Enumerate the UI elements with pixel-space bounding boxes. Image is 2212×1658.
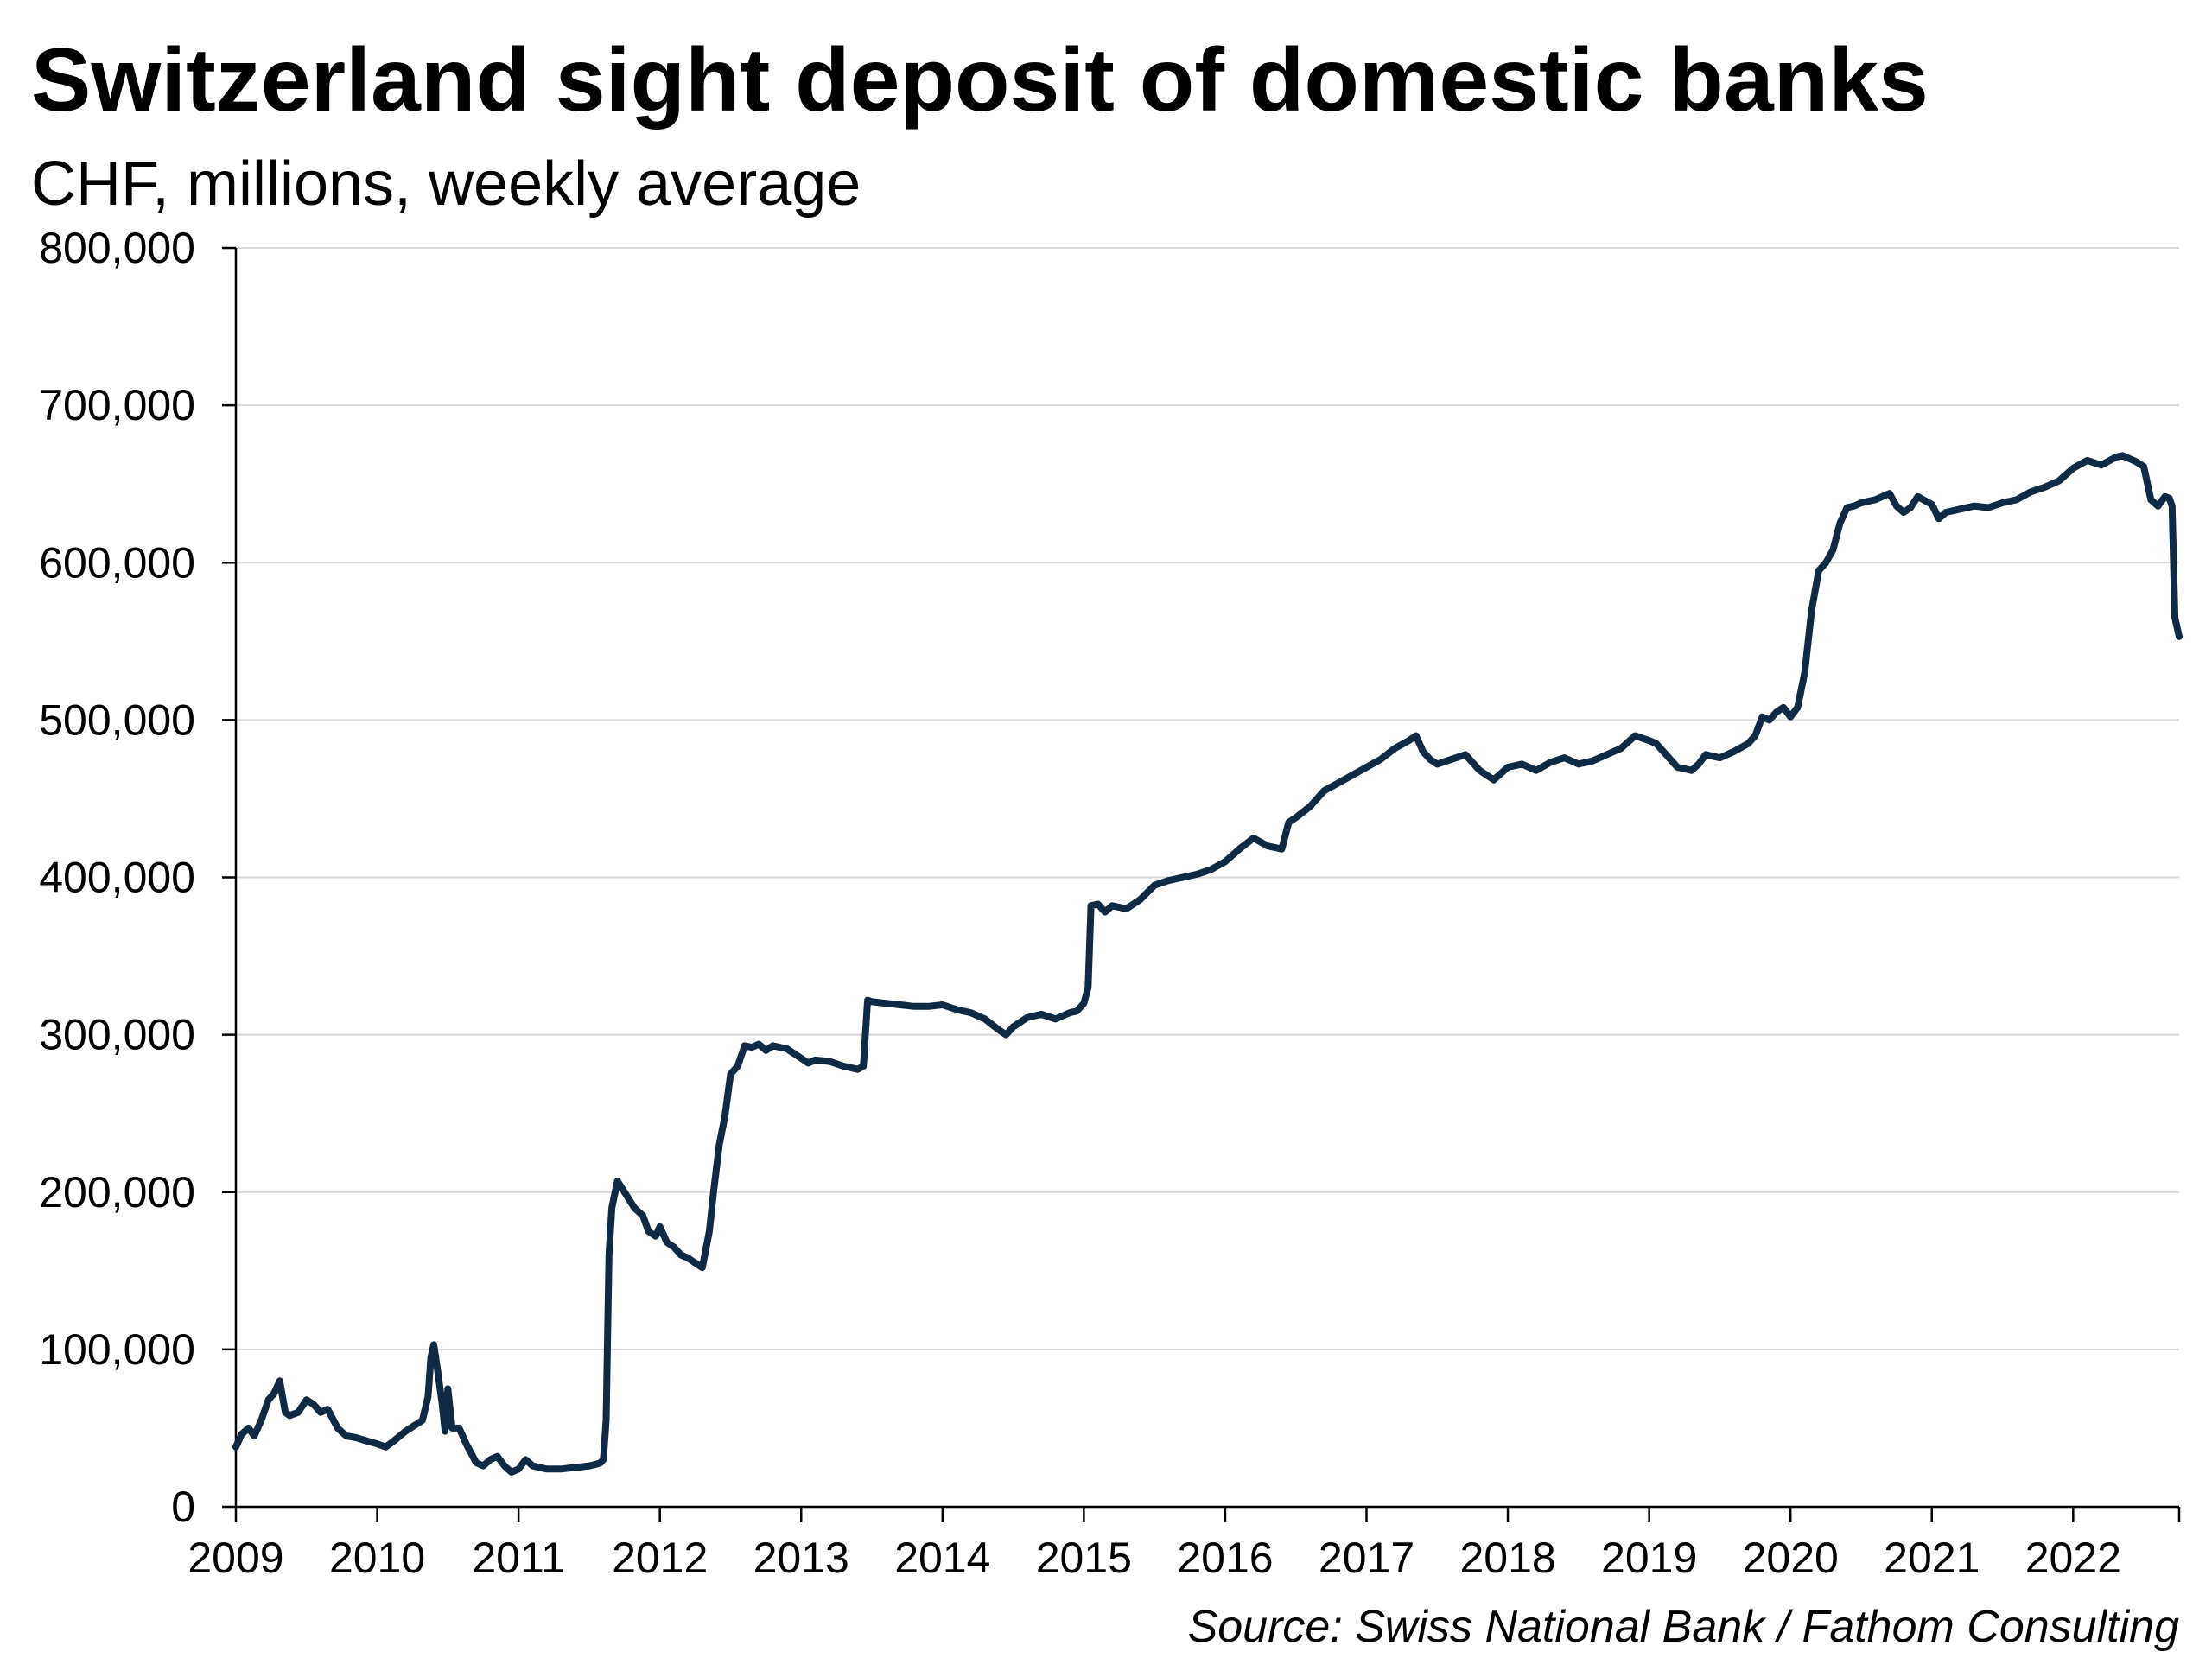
x-tick-label: 2016 bbox=[1177, 1534, 1273, 1582]
source-note: Source: Swiss National Bank / Fathom Con… bbox=[1188, 1602, 2180, 1652]
x-tick-label: 2012 bbox=[612, 1534, 708, 1582]
y-tick-label: 600,000 bbox=[39, 538, 195, 587]
y-tick-label: 700,000 bbox=[39, 381, 195, 429]
x-tick-label: 2015 bbox=[1036, 1534, 1132, 1582]
x-tick-label: 2021 bbox=[1884, 1534, 1980, 1582]
y-tick-label: 100,000 bbox=[39, 1325, 195, 1374]
y-tick-label: 0 bbox=[171, 1483, 195, 1531]
x-tick-label: 2011 bbox=[472, 1534, 565, 1582]
x-axis-ticks: 2009 2010 2011 2012 2013 2014 2015 2016 2017 2018… bbox=[188, 1507, 2181, 1582]
x-tick-label: 2017 bbox=[1319, 1534, 1414, 1582]
y-axis-ticks: 0 100,000 200,000 300,000 400,000 500,000 600,… bbox=[39, 224, 236, 1531]
y-tick-label: 400,000 bbox=[39, 854, 195, 902]
y-tick-label: 300,000 bbox=[39, 1011, 195, 1059]
y-tick-label: 500,000 bbox=[39, 696, 195, 744]
series-group bbox=[232, 452, 2183, 1476]
x-tick-label: 2009 bbox=[188, 1534, 283, 1582]
x-tick-label: 2013 bbox=[753, 1534, 849, 1582]
x-tick-label: 2019 bbox=[1601, 1534, 1697, 1582]
chart-title: Switzerland sight deposit of domestic ba… bbox=[31, 30, 1929, 130]
y-tick-label: 200,000 bbox=[39, 1168, 195, 1217]
x-tick-label: 2022 bbox=[2025, 1534, 2121, 1582]
x-tick-label: 2010 bbox=[329, 1534, 425, 1582]
y-tick-label: 800,000 bbox=[39, 224, 195, 272]
x-tick-label: 2018 bbox=[1459, 1534, 1555, 1582]
chart-subtitle: CHF, millions, weekly average bbox=[31, 149, 861, 219]
series-line-sight-deposits bbox=[232, 452, 2183, 1476]
x-tick-label: 2014 bbox=[894, 1534, 990, 1582]
x-tick-label: 2020 bbox=[1743, 1534, 1839, 1582]
gridlines bbox=[236, 247, 2179, 1350]
